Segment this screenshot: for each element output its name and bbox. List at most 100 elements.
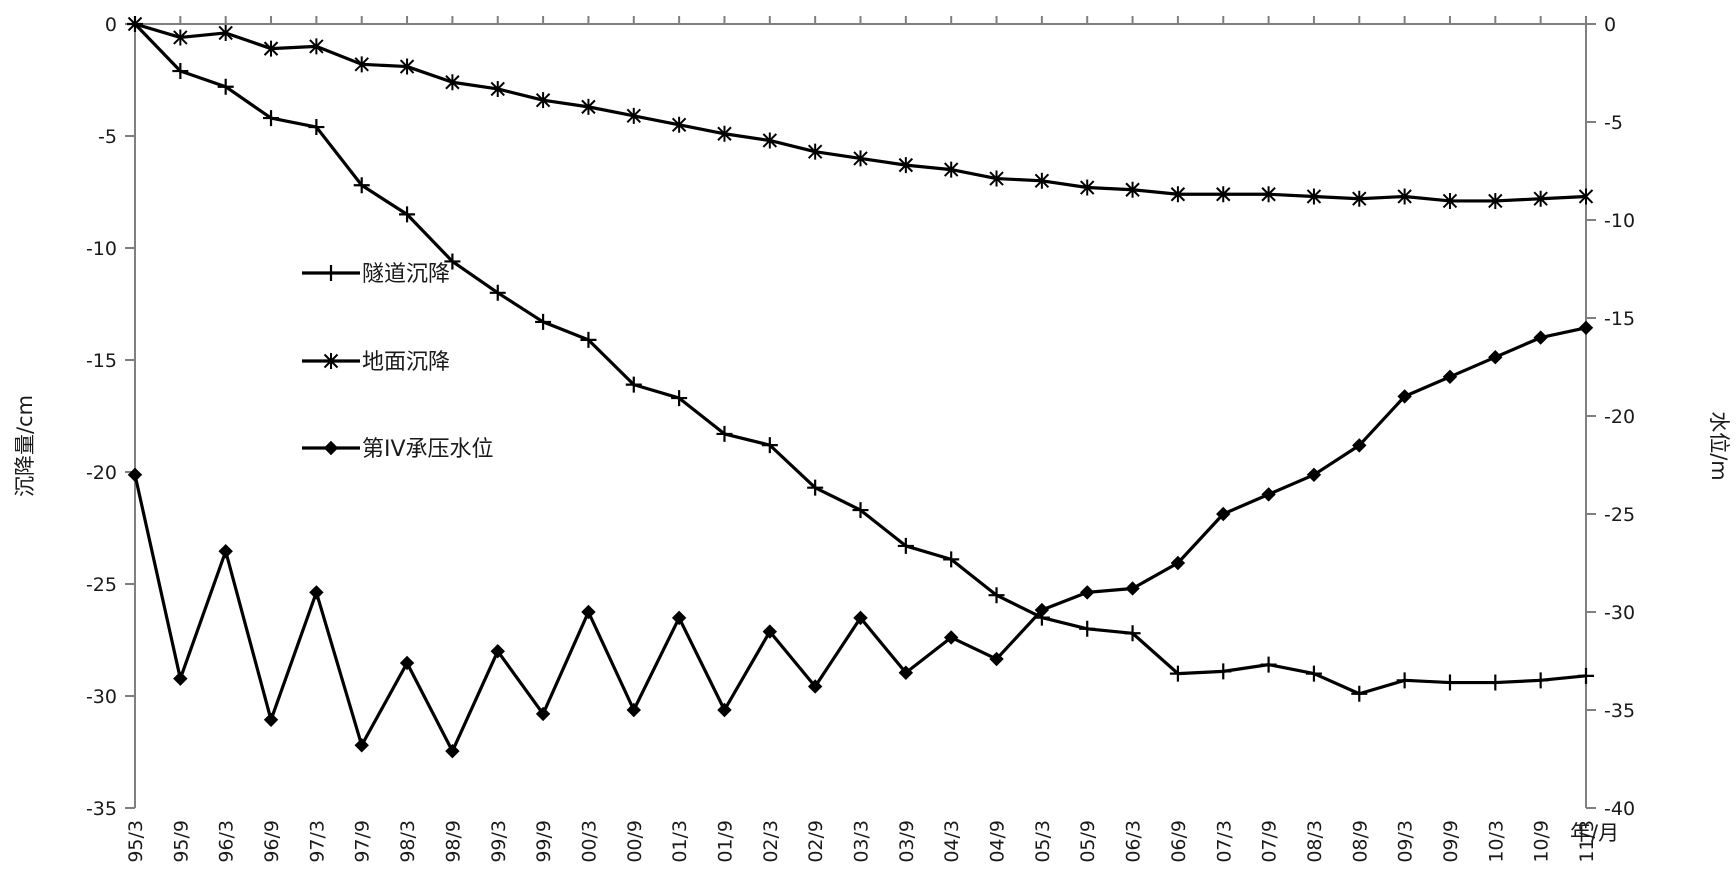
data-point	[1080, 179, 1095, 196]
data-point	[762, 132, 778, 149]
data-point	[353, 177, 370, 194]
data-point	[399, 206, 416, 223]
x-tick-label: 97/3	[306, 820, 328, 863]
data-point	[263, 110, 280, 127]
x-tick-label: 06/9	[1168, 820, 1190, 863]
data-point	[1352, 438, 1367, 453]
x-tick-label: 02/9	[805, 820, 827, 863]
data-point	[354, 738, 369, 753]
data-point	[671, 610, 687, 626]
y-right-tick-label: -30	[1604, 602, 1635, 624]
x-tick-label: 96/9	[261, 820, 283, 863]
data-point	[761, 437, 778, 454]
data-point	[309, 38, 324, 55]
data-point	[490, 643, 505, 659]
x-axis-unit-label: 年/月	[1570, 821, 1619, 845]
data-point	[1397, 188, 1412, 205]
data-point	[581, 98, 596, 115]
x-tick-label: 08/9	[1349, 820, 1371, 863]
data-point	[671, 390, 688, 407]
x-tick-label: 07/3	[1213, 820, 1235, 863]
x-tick-label: 01/9	[714, 820, 736, 863]
data-point	[1125, 181, 1140, 198]
data-point	[1305, 665, 1322, 682]
legend-marker	[323, 265, 339, 281]
data-point	[399, 58, 415, 75]
series-1	[127, 16, 1594, 702]
data-point	[535, 706, 551, 722]
x-tick-label: 98/3	[397, 820, 419, 863]
data-point	[354, 56, 369, 73]
data-point	[1215, 663, 1232, 680]
x-tick-label: 02/3	[760, 820, 782, 863]
x-tick-label: 03/3	[851, 820, 873, 863]
y-left-tick-label: -15	[86, 350, 117, 372]
data-point	[807, 143, 823, 160]
data-point	[625, 376, 642, 393]
legend-item: 地面沉降	[302, 350, 450, 375]
data-point	[1306, 467, 1322, 483]
data-point	[943, 161, 959, 178]
y-right-tick-label: -35	[1604, 700, 1635, 722]
y-left-tick-label: -35	[86, 798, 117, 820]
data-point	[989, 651, 1004, 667]
data-point	[1170, 186, 1186, 203]
data-point	[1261, 487, 1276, 502]
y-left-tick-label: -5	[98, 126, 117, 148]
x-tick-label: 97/9	[352, 820, 374, 863]
data-point	[1306, 188, 1322, 205]
data-point	[717, 125, 732, 142]
data-point	[1487, 674, 1504, 691]
x-tick-label: 04/9	[987, 820, 1009, 863]
legend-item: 第IV承压水位	[302, 437, 494, 462]
data-point	[581, 604, 596, 620]
data-point	[1442, 369, 1458, 385]
y-right-axis-title: 水位/m	[1707, 411, 1731, 481]
data-point	[1034, 172, 1050, 189]
data-point	[1351, 685, 1368, 702]
data-point	[445, 743, 460, 759]
data-point	[173, 671, 188, 686]
data-point	[626, 702, 641, 718]
data-point	[1261, 186, 1276, 203]
data-point	[897, 537, 914, 554]
data-point	[1124, 625, 1141, 642]
data-point	[535, 313, 552, 330]
data-point	[1170, 555, 1186, 571]
data-point	[1080, 585, 1095, 600]
x-tick-label: 00/9	[624, 820, 646, 863]
data-point	[1442, 192, 1458, 209]
data-point	[173, 29, 188, 46]
data-point	[490, 80, 505, 97]
x-tick-label: 99/3	[488, 820, 510, 863]
data-point	[943, 630, 959, 645]
x-tick-label: 10/3	[1485, 820, 1507, 863]
x-tick-label: 03/9	[896, 820, 918, 863]
data-point	[444, 253, 461, 270]
data-point	[217, 78, 234, 95]
data-point	[898, 157, 914, 174]
data-point	[127, 467, 143, 483]
axes: 0 -5 -10 -15 -20 -25 -30 -35 0 -5 -10 -15 -20 -25 -30 -…	[86, 14, 1635, 863]
y-right-tick-label: -15	[1604, 308, 1635, 330]
data-point	[1441, 674, 1458, 691]
data-point	[989, 170, 1004, 187]
x-tick-label: 95/3	[125, 820, 147, 863]
data-point	[1260, 656, 1277, 673]
y-left-tick-label: -20	[86, 462, 117, 484]
x-tick-label: 11/3	[1576, 820, 1598, 863]
y-left-tick-label: -25	[86, 574, 117, 596]
data-point	[1488, 192, 1503, 209]
y-right-tick-label: -25	[1604, 504, 1635, 526]
x-tick-label: 05/9	[1077, 820, 1099, 863]
legend-label: 地面沉降	[362, 350, 450, 375]
data-point	[626, 107, 641, 124]
x-tick-label: 04/3	[941, 820, 963, 863]
data-point	[1216, 506, 1231, 522]
data-point	[1533, 190, 1548, 207]
data-point	[580, 331, 597, 348]
series-line	[133, 22, 1587, 696]
series-2	[127, 16, 1594, 209]
x-tick-label: 08/3	[1304, 820, 1326, 863]
